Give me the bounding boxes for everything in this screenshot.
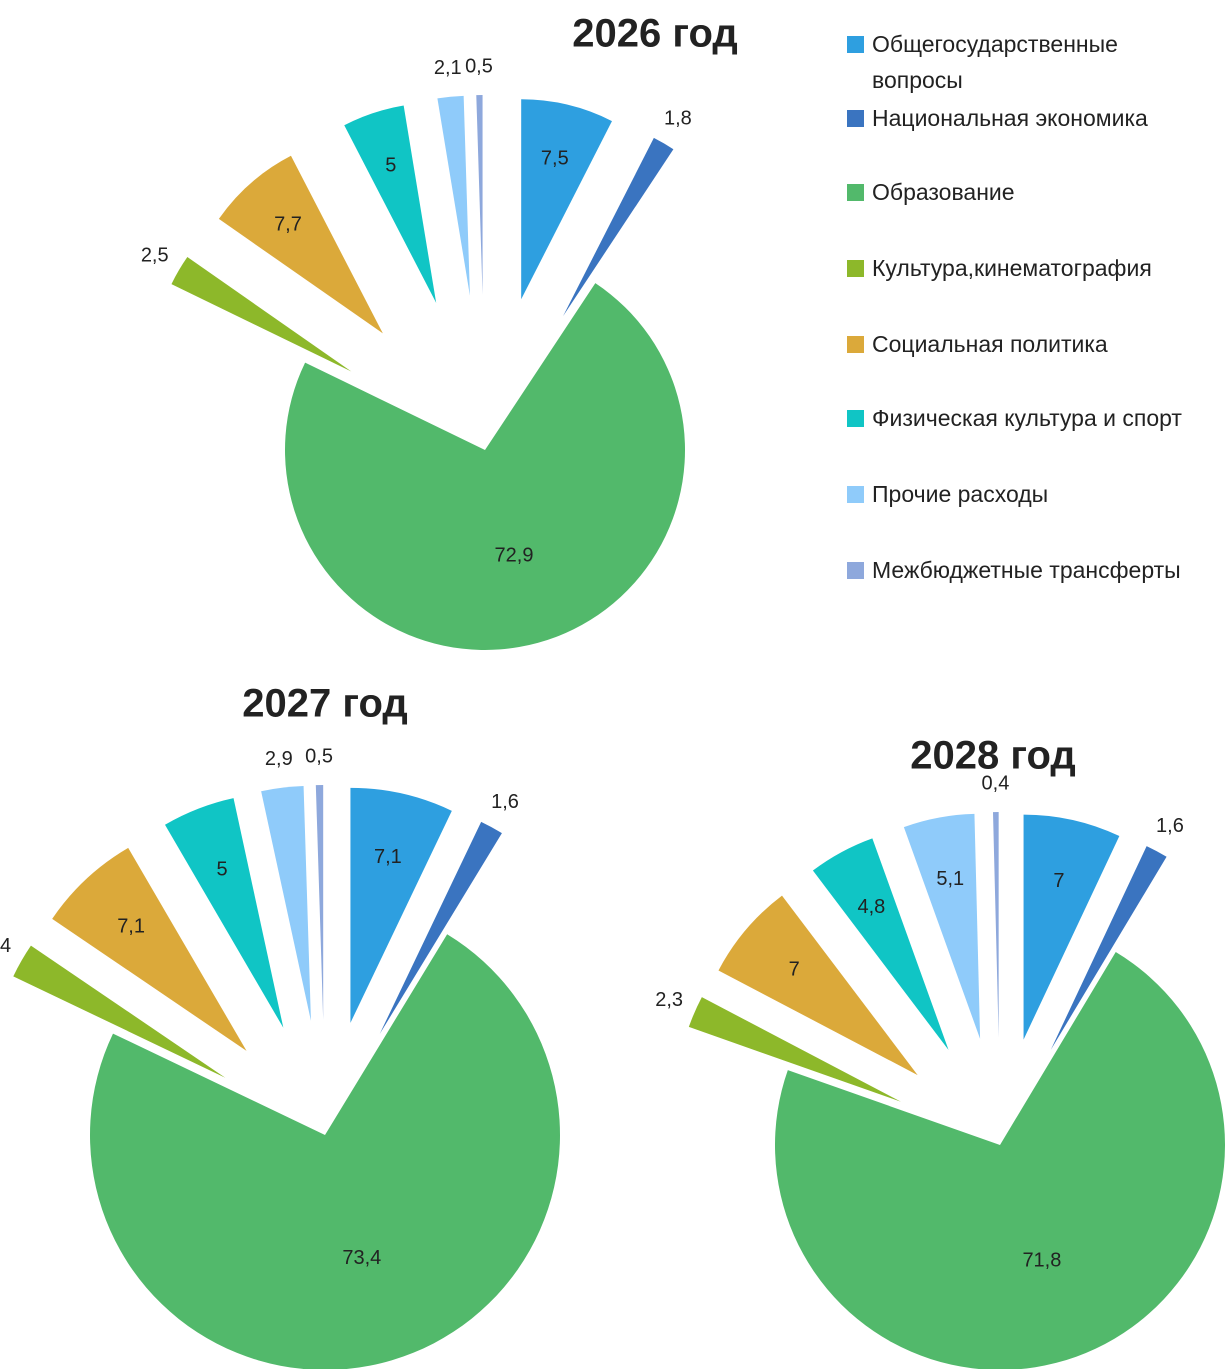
legend-label: Межбюджетные трансферты (872, 557, 1181, 583)
pie-slice (379, 821, 502, 1034)
data-label: 4,8 (858, 896, 886, 918)
pie-slice (284, 283, 685, 650)
legend-label: Социальная политика (872, 331, 1108, 357)
pie-slice (775, 952, 1225, 1369)
legend-swatch (847, 184, 864, 201)
pie-slice (688, 997, 902, 1102)
pie-slice (812, 838, 949, 1051)
data-label: 2,9 (265, 748, 293, 770)
chart-title: 2027 год (242, 682, 408, 726)
data-label: 1,6 (491, 791, 519, 813)
legend-label: Культура,кинематография (872, 255, 1152, 281)
pie-slice (52, 847, 247, 1051)
pie-slice (171, 257, 352, 372)
legend-swatch (847, 410, 864, 427)
data-label: 5 (216, 858, 227, 880)
data-label: 2,3 (655, 989, 683, 1011)
pie-slice (718, 895, 918, 1076)
legend-item: Физическая культура и спорт (845, 400, 1202, 436)
legend-label: Образование (872, 179, 1015, 205)
legend-label: Прочие расходы (872, 481, 1049, 507)
pie-slice (521, 99, 612, 300)
legend-swatch (847, 336, 864, 353)
data-label: 5 (385, 155, 396, 177)
pie-slice (476, 95, 483, 296)
pie-slice (218, 155, 383, 334)
legend-item: Социальная политика (845, 326, 1202, 362)
data-label: 1,8 (664, 107, 692, 129)
legend-item: Общегосударственные вопросы (845, 26, 1202, 98)
data-label: 2,4 (0, 935, 11, 957)
data-label: 7,7 (274, 213, 302, 235)
legend-label: Национальная экономика (872, 105, 1148, 131)
pie-slice (90, 934, 560, 1369)
legend-label: Общегосударственные вопросы (872, 31, 1118, 93)
data-label: 1,6 (1156, 815, 1184, 837)
legend-label: Физическая культура и спорт (872, 405, 1182, 431)
legend-item: Культура,кинематография (845, 250, 1202, 286)
pie-slice (350, 787, 452, 1023)
pie-slice (344, 105, 437, 303)
data-label: 0,5 (465, 55, 493, 77)
data-label: 7,1 (117, 915, 145, 937)
pie-slice (1050, 846, 1167, 1050)
data-label: 72,9 (495, 544, 534, 566)
pie-slice (563, 137, 674, 317)
pie-slice (903, 813, 981, 1039)
legend-swatch (847, 260, 864, 277)
data-label: 2,1 (434, 57, 462, 79)
pie-slice (164, 798, 284, 1028)
pie-slice (315, 785, 324, 1021)
legend-item: Прочие расходы (845, 476, 1202, 512)
data-label: 7 (789, 959, 800, 981)
data-label: 7 (1053, 870, 1064, 892)
data-label: 73,4 (342, 1247, 381, 1269)
data-label: 0,5 (305, 745, 333, 767)
chart-title: 2028 год (910, 734, 1076, 778)
pie-slice (261, 785, 311, 1021)
data-label: 7,1 (374, 846, 402, 868)
data-label: 2,5 (141, 244, 169, 266)
pie-slice (437, 95, 470, 296)
data-label: 7,5 (541, 148, 569, 170)
legend-swatch (847, 562, 864, 579)
pie-slice (13, 945, 226, 1078)
pie-slice (992, 812, 999, 1038)
legend-item: Национальная экономика (845, 100, 1202, 136)
data-label: 71,8 (1022, 1250, 1061, 1272)
data-label: 0,4 (982, 772, 1010, 794)
legend-item: Межбюджетные трансферты (845, 552, 1202, 588)
legend-item: Образование (845, 174, 1202, 210)
pie-slice (1023, 814, 1120, 1040)
chart-title: 2026 год (572, 12, 738, 56)
legend-swatch (847, 36, 864, 53)
legend-swatch (847, 486, 864, 503)
data-label: 5,1 (936, 868, 964, 890)
legend-swatch (847, 110, 864, 127)
